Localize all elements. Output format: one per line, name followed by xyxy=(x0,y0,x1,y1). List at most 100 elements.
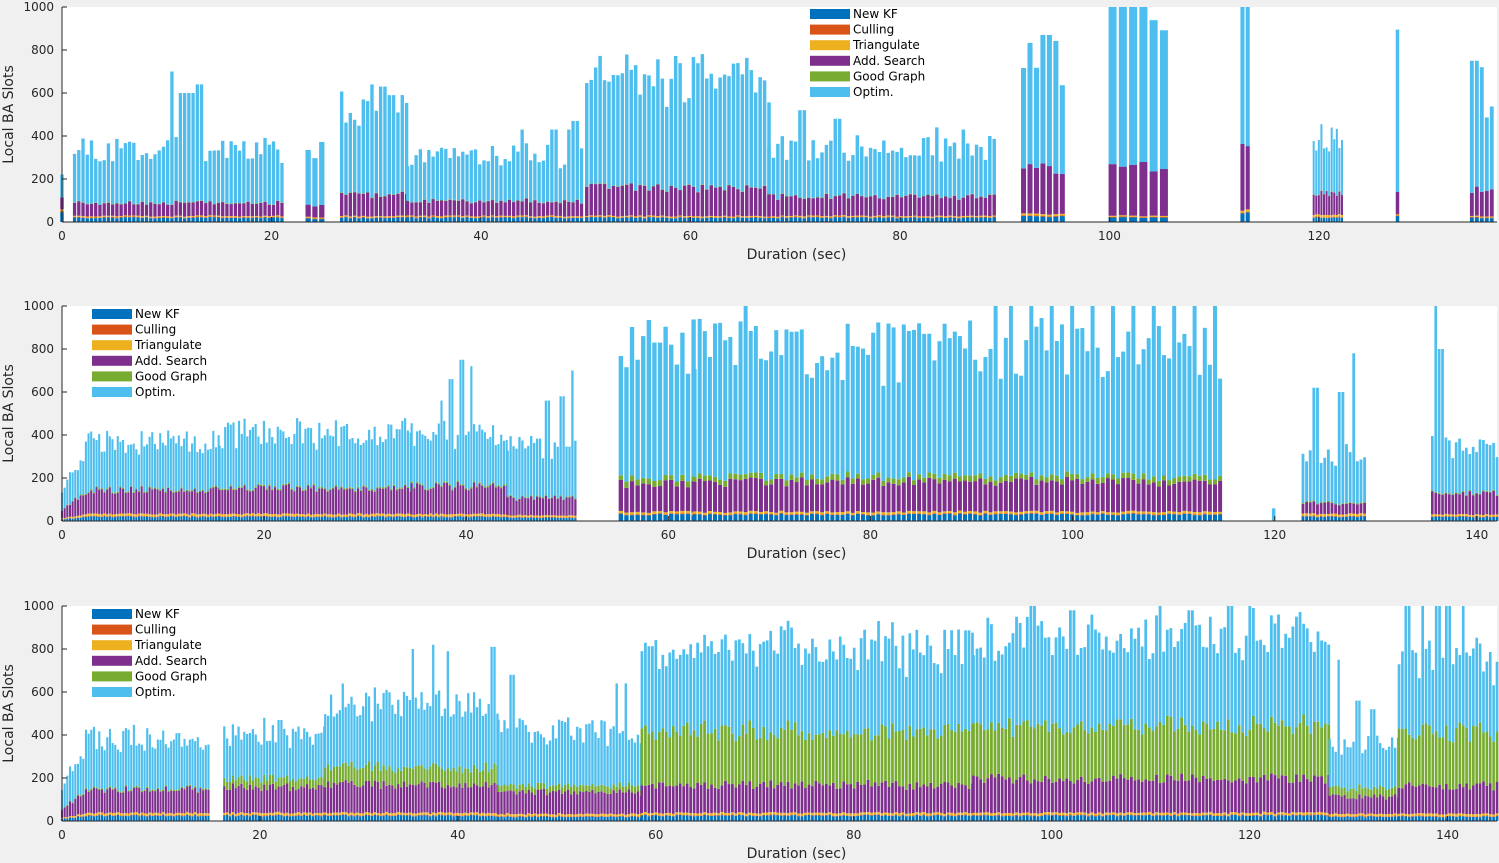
bar-stack xyxy=(669,78,673,222)
bar-stack xyxy=(89,140,94,222)
bar-good-graph xyxy=(87,492,90,494)
bar-culling xyxy=(175,516,178,517)
bar-culling xyxy=(1312,515,1316,517)
bar-good-graph xyxy=(440,485,443,487)
bar-stack xyxy=(753,92,758,222)
bar-add-search xyxy=(1131,479,1136,511)
bar-new-kf xyxy=(641,515,646,521)
bar-culling xyxy=(312,218,318,220)
bar-add-search xyxy=(607,188,611,216)
bar-add-search xyxy=(516,200,520,216)
bar-good-graph xyxy=(251,780,254,790)
bar-triangulate xyxy=(159,513,162,516)
bar-triangulate xyxy=(414,216,418,218)
bar-optim xyxy=(132,142,136,204)
bar-good-graph xyxy=(486,485,489,488)
bar-culling xyxy=(1177,514,1182,515)
bar-add-search xyxy=(705,189,709,217)
bar-triangulate xyxy=(370,813,374,816)
bar-stack xyxy=(443,420,446,521)
bar-new-kf xyxy=(246,516,249,521)
bar-optim xyxy=(350,696,353,762)
bar-add-search xyxy=(554,201,558,216)
bar-stack xyxy=(406,430,409,521)
bar-culling xyxy=(154,814,157,816)
bar-culling xyxy=(172,815,175,817)
bar-culling xyxy=(100,516,103,517)
bar-good-graph xyxy=(82,494,85,496)
bar-add-search xyxy=(1105,478,1110,513)
bar-new-kf xyxy=(216,217,221,222)
bar-add-search xyxy=(544,495,548,516)
bar-new-kf xyxy=(404,517,407,521)
bar-triangulate xyxy=(1323,513,1327,517)
bar-new-kf xyxy=(886,217,890,222)
bar-new-kf xyxy=(521,517,524,521)
bar-optim xyxy=(833,118,837,196)
bar-triangulate xyxy=(1316,514,1319,517)
bar-add-search xyxy=(232,489,235,514)
bar-new-kf xyxy=(829,218,833,222)
bar-add-search xyxy=(225,203,229,217)
bar-optim xyxy=(789,331,794,475)
bar-optim xyxy=(373,687,377,766)
bar-triangulate xyxy=(435,215,439,218)
bar-new-kf xyxy=(376,815,379,821)
bar-stack xyxy=(82,461,85,521)
bar-good-graph xyxy=(177,490,180,492)
bar-optim xyxy=(94,158,98,203)
bar-add-search xyxy=(789,196,793,216)
bar-good-graph xyxy=(156,787,159,790)
bar-stack xyxy=(143,446,146,521)
bar-stack xyxy=(492,425,495,521)
bar-good-graph xyxy=(794,477,799,483)
bar-good-graph xyxy=(489,483,492,486)
bar-optim xyxy=(520,129,524,202)
bar-triangulate xyxy=(524,215,529,217)
bar-culling xyxy=(579,217,584,219)
bar-new-kf xyxy=(833,217,837,222)
bar-add-search xyxy=(79,796,82,815)
bar-stack xyxy=(183,738,186,821)
bar-triangulate xyxy=(492,513,495,516)
bar-new-kf xyxy=(713,514,718,521)
bar-new-kf xyxy=(364,815,368,821)
bar-culling xyxy=(462,516,465,517)
bar-triangulate xyxy=(365,513,368,517)
bar-culling xyxy=(85,217,89,219)
bar-triangulate xyxy=(454,514,457,516)
bar-add-search xyxy=(1461,491,1465,515)
bar-add-search xyxy=(1348,502,1352,514)
bar-add-search xyxy=(1363,502,1367,514)
bar-add-search xyxy=(226,789,229,813)
bar-good-graph xyxy=(876,472,881,478)
bar-stack xyxy=(992,138,996,222)
bar-triangulate xyxy=(398,513,401,516)
bar-new-kf xyxy=(1146,514,1151,521)
bar-optim xyxy=(357,125,361,194)
bar-add-search xyxy=(1465,495,1468,514)
bar-good-graph xyxy=(172,789,175,792)
bar-optim xyxy=(443,420,446,482)
bar-add-search xyxy=(629,183,633,216)
bar-optim xyxy=(922,333,927,478)
bar-good-graph xyxy=(1049,474,1054,481)
bar-optim xyxy=(71,472,74,501)
bar-optim xyxy=(840,380,845,480)
bar-new-kf xyxy=(329,517,332,521)
bar-good-graph xyxy=(74,497,77,499)
bar-new-kf xyxy=(144,217,149,222)
bar-stack xyxy=(1448,440,1451,521)
bar-stack xyxy=(296,418,299,521)
bar-culling xyxy=(502,516,505,517)
bar-triangulate xyxy=(1139,216,1148,218)
bar-stack xyxy=(512,145,516,222)
bar-optim xyxy=(452,148,456,200)
bar-good-graph xyxy=(127,790,130,792)
bar-add-search xyxy=(413,488,416,515)
bar-triangulate xyxy=(794,511,799,515)
bar-new-kf xyxy=(362,815,365,821)
bar-stack xyxy=(478,424,481,521)
bar-triangulate xyxy=(146,813,149,816)
bar-stack xyxy=(312,443,315,521)
